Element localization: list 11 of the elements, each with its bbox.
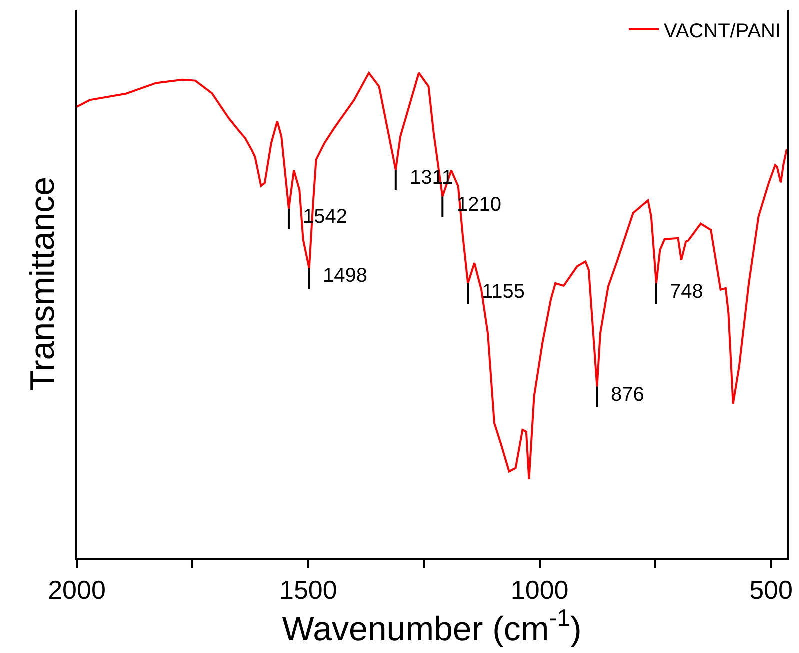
y-axis-title: Transmittance (24, 176, 62, 392)
x-tick-label: 500 (750, 575, 793, 606)
annotation: 1155 (482, 281, 526, 303)
x-tick-label: 1000 (510, 575, 569, 606)
x-tick-label: 1500 (280, 575, 338, 606)
x-axis-title: Wavenumber (cm$^{-1}$) (282, 605, 582, 648)
annotation: 876 (611, 384, 644, 406)
legend-label: VACNT/PANI (664, 20, 782, 42)
x-tick-label: 2000 (48, 575, 106, 606)
annotation: 748 (670, 281, 704, 303)
annotation: 1498 (323, 265, 368, 287)
